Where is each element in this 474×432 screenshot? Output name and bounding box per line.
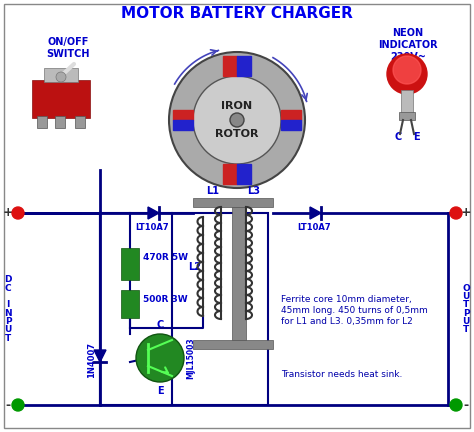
Polygon shape	[310, 207, 321, 219]
Text: E: E	[157, 386, 164, 396]
Circle shape	[393, 56, 421, 84]
Text: O
U
T
P
U
T: O U T P U T	[462, 284, 470, 334]
Text: IRON: IRON	[221, 101, 253, 111]
Circle shape	[169, 52, 305, 188]
Text: 500R 3W: 500R 3W	[143, 295, 188, 305]
Text: MJL15003: MJL15003	[186, 337, 195, 379]
Text: L2: L2	[189, 261, 201, 271]
Bar	[237, 56, 251, 76]
Bar	[281, 110, 301, 120]
Bar	[32, 80, 90, 118]
Circle shape	[450, 399, 462, 411]
Bar	[401, 90, 413, 114]
Text: ROTOR: ROTOR	[215, 129, 259, 139]
Bar	[44, 68, 78, 82]
Text: LT10A7: LT10A7	[135, 223, 169, 232]
Bar	[100, 213, 268, 405]
Text: Transistor needs heat sink.: Transistor needs heat sink.	[281, 370, 402, 379]
Text: LT10A7: LT10A7	[297, 223, 331, 232]
Bar	[173, 120, 193, 130]
Circle shape	[12, 399, 24, 411]
Text: ON/OFF
SWITCH: ON/OFF SWITCH	[46, 37, 90, 59]
Text: L3: L3	[247, 186, 261, 196]
Text: -: -	[464, 398, 469, 412]
Bar	[193, 198, 273, 207]
Text: +: +	[461, 206, 471, 219]
Polygon shape	[148, 207, 159, 219]
Bar	[121, 248, 139, 280]
Bar	[173, 110, 193, 120]
Text: MOTOR BATTERY CHARGER: MOTOR BATTERY CHARGER	[121, 6, 353, 22]
Circle shape	[136, 334, 184, 382]
Circle shape	[450, 207, 462, 219]
Bar	[121, 290, 139, 318]
Text: E: E	[413, 132, 419, 142]
Bar	[223, 164, 237, 184]
Text: NEON
INDICATOR
230V~: NEON INDICATOR 230V~	[378, 28, 438, 62]
Text: L1: L1	[207, 186, 219, 196]
Text: 470R 5W: 470R 5W	[143, 254, 188, 263]
Bar	[193, 340, 273, 349]
Bar	[37, 116, 47, 128]
Text: C: C	[156, 320, 164, 330]
Circle shape	[56, 72, 66, 82]
Bar	[55, 116, 65, 128]
Bar	[75, 116, 85, 128]
Bar	[237, 164, 251, 184]
Circle shape	[230, 113, 244, 127]
Text: Ferrite core 10mm diameter,
45mm long. 450 turns of 0,5mm
for L1 and L3. 0,35mm : Ferrite core 10mm diameter, 45mm long. 4…	[281, 295, 428, 326]
Text: D
C
 
I
N
P
U
T: D C I N P U T	[4, 276, 12, 343]
Bar	[223, 56, 237, 76]
Polygon shape	[94, 350, 106, 362]
Bar	[232, 207, 246, 340]
Text: 1N4007: 1N4007	[88, 342, 97, 378]
Circle shape	[193, 76, 281, 164]
Text: -: -	[5, 398, 10, 412]
Circle shape	[387, 54, 427, 94]
Bar	[399, 112, 415, 120]
Circle shape	[12, 207, 24, 219]
Bar	[281, 120, 301, 130]
Text: +: +	[3, 206, 13, 219]
Text: C: C	[394, 132, 401, 142]
